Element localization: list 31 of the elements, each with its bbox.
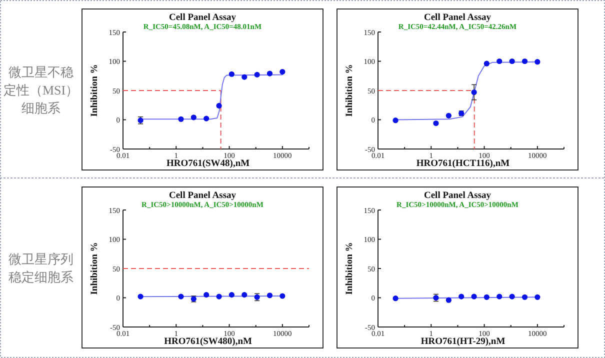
y-axis-title: Inhibition % (345, 64, 355, 117)
point (280, 68, 286, 75)
point (178, 116, 184, 122)
point (242, 74, 248, 80)
x-axis-title: HRO761(HT-29),nM (420, 337, 506, 347)
x-axis-title: HRO761(HCT116),nM (416, 159, 510, 169)
point (534, 59, 540, 65)
chart-title: Cell Panel Assay (424, 191, 492, 201)
text: 微卫星序列稳定细胞系 (8, 252, 74, 284)
x-axis-title: HRO761(SW48),nM (166, 159, 250, 169)
point (471, 89, 477, 96)
point (228, 71, 234, 77)
point (254, 72, 260, 78)
point (266, 70, 273, 76)
point (522, 58, 528, 64)
x-axis-title: HRO761(SW480),nM (164, 337, 252, 347)
point (190, 114, 196, 120)
chart-title: Cell Panel Assay (168, 13, 236, 23)
point (216, 102, 222, 109)
point (509, 58, 515, 64)
text: 微卫星不稳定性（MSI）细胞系 (3, 64, 79, 116)
y-axis-title: Inhibition % (345, 242, 355, 295)
y-axis-title: Inhibition % (90, 242, 100, 295)
chart-title: Cell Panel Assay (168, 191, 236, 201)
point (484, 60, 490, 66)
chart-title: Cell Panel Assay (424, 13, 492, 23)
y-axis-title: Inhibition % (90, 64, 100, 117)
point (433, 120, 439, 126)
point (446, 112, 452, 118)
point (496, 58, 502, 64)
point (204, 116, 210, 122)
